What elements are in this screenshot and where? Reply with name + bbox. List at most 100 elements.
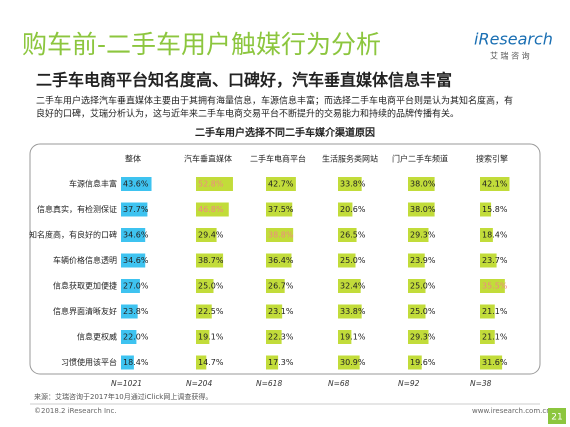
bar (338, 177, 362, 191)
bar (480, 355, 503, 370)
bar (338, 355, 360, 370)
value-label: 22.5% (198, 307, 224, 316)
bar (266, 304, 283, 319)
column-header: 门户二手车频道 (392, 154, 448, 164)
bar (121, 279, 140, 293)
value-label: 23.7% (482, 256, 508, 265)
bar (121, 177, 152, 191)
value-label: 20.6% (340, 205, 366, 214)
bar (121, 355, 134, 370)
value-label: 52.8% (198, 180, 224, 189)
row-label: 习惯使用该平台 (61, 357, 117, 367)
value-label: 30.9% (340, 358, 366, 367)
sample-size: N=1021 (111, 379, 142, 388)
bar (121, 330, 137, 344)
value-label: 31.6% (482, 358, 508, 367)
value-label: 19.1% (198, 333, 224, 342)
paragraph-line: 二手车用户选择汽车垂直媒体主要由于其拥有海量信息，车源信息丰富；而选择二手车电商… (36, 95, 513, 107)
bar (196, 177, 233, 191)
sample-size: N=618 (256, 379, 282, 388)
paragraph-line: 良好的口碑，艾瑞分析认为，这与近年来二手车电商交易平台不断提升的交易能力和持续的… (36, 108, 459, 120)
value-label: 36.4% (268, 256, 294, 265)
value-label: 23.1% (268, 307, 294, 316)
sample-size: N=204 (186, 379, 212, 388)
bar (480, 253, 497, 268)
bar (266, 228, 294, 242)
bar (266, 253, 292, 268)
bar (338, 304, 362, 319)
value-label: 33.8% (340, 180, 366, 189)
bar (408, 304, 426, 319)
page-badge (548, 408, 566, 424)
bar (266, 177, 296, 191)
bar (121, 304, 138, 319)
bar (338, 330, 352, 344)
bar (408, 202, 435, 217)
row-label: 车辆价格信息透明 (53, 255, 117, 265)
value-label: 37.5% (268, 205, 294, 214)
value-label: 42.1% (482, 180, 508, 189)
row-label: 信息获取更加便捷 (53, 281, 117, 291)
value-label: 25.0% (410, 307, 436, 316)
table-title: 二手车用户选择不同二手车媒介渠道原因 (195, 126, 375, 139)
value-label: 26.5% (340, 231, 366, 240)
value-label: 23.8% (123, 307, 149, 316)
bar (121, 202, 148, 217)
logo: iResearch (474, 30, 553, 49)
title: 购车前-二手车用户触媒行为分析 (22, 30, 381, 59)
bar (266, 355, 279, 370)
column-header: 整体 (125, 154, 141, 164)
url: www.iresearch.com.cn (472, 407, 551, 415)
column-header: 二手车电商平台 (250, 154, 306, 164)
table-frame (29, 143, 541, 375)
column-header: 汽车垂直媒体 (184, 154, 232, 164)
value-label: 18.4% (123, 358, 149, 367)
value-label: 25.0% (410, 282, 436, 291)
bar (480, 202, 492, 217)
logo-sub: 艾 瑞 咨 询 (490, 51, 530, 61)
bar (196, 228, 217, 242)
value-label: 34.6% (123, 256, 149, 265)
bar (408, 228, 429, 242)
subtitle: 二手车电商平台知名度高、口碑好，汽车垂直媒体信息丰富 (36, 71, 452, 90)
bar (480, 177, 510, 191)
value-label: 14.7% (198, 358, 224, 367)
value-label: 38.8% (268, 231, 294, 240)
value-label: 18.4% (482, 231, 508, 240)
value-label: 35.5% (482, 282, 508, 291)
bar (196, 304, 212, 319)
bar (266, 330, 282, 344)
sample-size: N=38 (470, 379, 492, 388)
column-header: 生活服务类网站 (322, 154, 378, 164)
bar (480, 304, 495, 319)
bar (408, 253, 425, 268)
value-label: 42.7% (268, 180, 294, 189)
bar (338, 253, 356, 268)
value-label: 22.3% (268, 333, 294, 342)
value-label: 17.3% (268, 358, 294, 367)
value-label: 46.8% (198, 205, 224, 214)
bar (196, 279, 214, 293)
bar (480, 330, 495, 344)
value-label: 33.8% (340, 307, 366, 316)
sample-size: N=68 (328, 379, 350, 388)
value-label: 29.4% (198, 231, 224, 240)
value-label: 22.0% (123, 333, 149, 342)
bar (121, 228, 146, 242)
bar (408, 355, 422, 370)
source: 来源：艾瑞咨询于2017年10月通过iClick网上调查获得。 (34, 392, 212, 401)
value-label: 43.6% (123, 180, 149, 189)
value-label: 23.9% (410, 256, 436, 265)
value-label: 34.6% (123, 231, 149, 240)
row-label: 车源信息丰富 (69, 179, 117, 189)
value-label: 19.6% (410, 358, 436, 367)
value-label: 38.0% (410, 180, 436, 189)
value-label: 25.0% (340, 256, 366, 265)
value-label: 15.8% (482, 205, 508, 214)
bar (266, 202, 293, 217)
bar (408, 279, 426, 293)
value-label: 27.0% (123, 282, 149, 291)
bar (121, 253, 146, 268)
value-label: 38.7% (198, 256, 224, 265)
